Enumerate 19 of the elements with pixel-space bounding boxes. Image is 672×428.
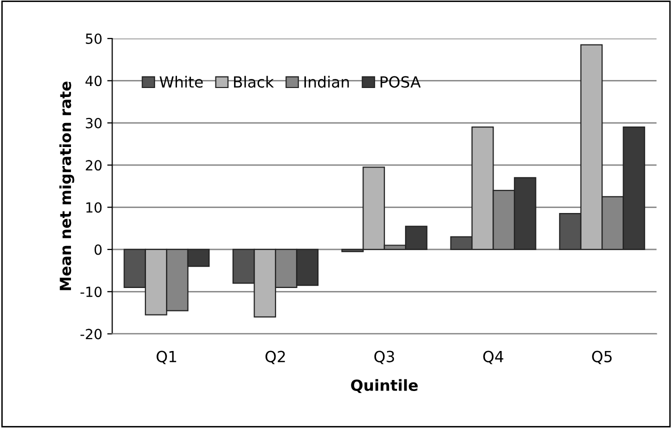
y-tick-label: 10 [86, 202, 102, 213]
x-tick-label: Q4 [483, 350, 504, 364]
y-tick-label: -10 [80, 286, 102, 298]
y-tick-label: 40 [86, 76, 102, 86]
legend-label: Black [234, 76, 274, 88]
y-tick-label: 0 [94, 244, 102, 255]
y-tick-label: 30 [86, 118, 102, 128]
y-tick-label: -20 [80, 328, 102, 340]
x-tick-label: Q1 [156, 350, 176, 364]
x-tick-label: Q5 [592, 350, 612, 364]
legend-label: White [160, 76, 203, 88]
y-tick-label: 20 [86, 160, 102, 171]
x-tick-label: Q2 [266, 350, 285, 364]
y-axis-title: Mean net migration rate [59, 82, 74, 290]
legend-label: POSA [380, 76, 421, 88]
y-tick-label: 50 [86, 33, 102, 44]
x-axis-title: Quintile [351, 379, 418, 394]
x-tick-label: Q3 [374, 350, 394, 364]
legend-label: Indian [304, 76, 349, 88]
